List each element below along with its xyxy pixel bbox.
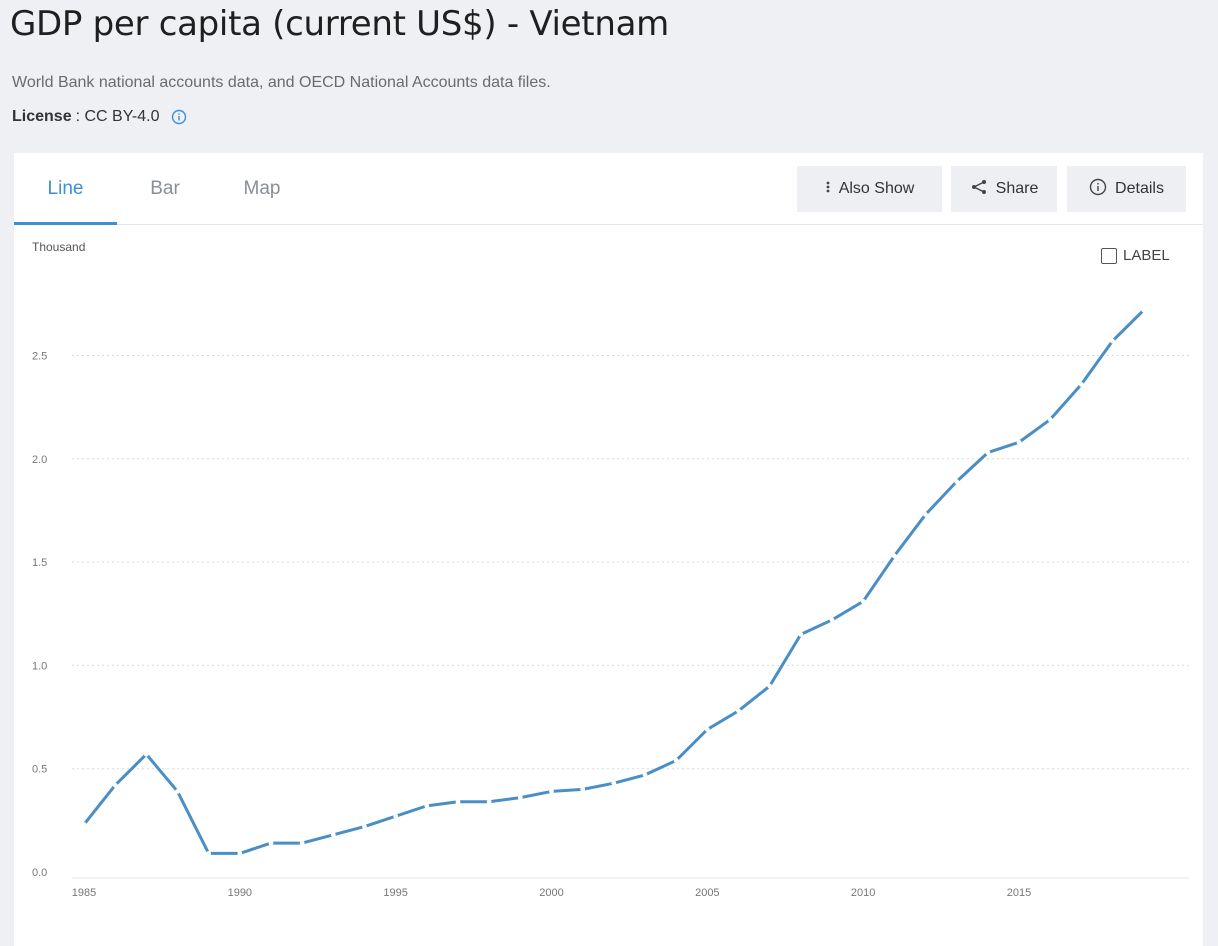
- license-label: License: [12, 108, 72, 126]
- chart-card: Line Bar Map Also Show: [14, 153, 1203, 946]
- x-tick-label: 2015: [1007, 887, 1031, 899]
- data-point: [580, 787, 585, 792]
- info-circle-icon[interactable]: [171, 109, 187, 125]
- data-point: [300, 841, 305, 846]
- data-point: [674, 758, 679, 763]
- data-point: [643, 772, 648, 777]
- data-point: [237, 851, 242, 856]
- data-point: [923, 512, 928, 517]
- page-title: GDP per capita (current US$) - Vietnam: [10, 4, 669, 44]
- series-line: [84, 310, 1144, 853]
- data-point: [518, 795, 523, 800]
- license-line: License : CC BY-4.0: [12, 108, 187, 126]
- data-point: [269, 841, 274, 846]
- y-tick-label: 1.0: [32, 660, 47, 672]
- x-tick-label: 2000: [539, 887, 563, 899]
- data-point: [705, 727, 710, 732]
- data-point: [331, 832, 336, 837]
- y-tick-label: 2.5: [32, 351, 47, 363]
- x-tick-label: 1985: [72, 887, 96, 899]
- data-point: [736, 708, 741, 713]
- data-point: [985, 450, 990, 455]
- data-point: [1017, 440, 1022, 445]
- x-tick-label: 1990: [228, 887, 252, 899]
- data-point: [1141, 308, 1146, 313]
- data-point: [82, 822, 87, 827]
- data-point: [1110, 339, 1115, 344]
- data-point: [362, 824, 367, 829]
- data-point: [175, 789, 180, 794]
- data-point: [456, 799, 461, 804]
- data-point: [954, 479, 959, 484]
- data-point: [798, 632, 803, 637]
- data-point: [113, 783, 118, 788]
- data-point: [144, 752, 149, 757]
- data-point: [611, 781, 616, 786]
- data-point: [487, 799, 492, 804]
- data-point: [861, 599, 866, 604]
- y-tick-label: 0.5: [32, 764, 47, 776]
- y-tick-label: 2.0: [32, 454, 47, 466]
- x-tick-label: 1995: [383, 887, 407, 899]
- data-point: [1079, 382, 1084, 387]
- y-tick-label: 1.5: [32, 557, 47, 569]
- data-point: [424, 803, 429, 808]
- data-point: [892, 554, 897, 559]
- x-tick-label: 2010: [851, 887, 875, 899]
- data-point: [767, 684, 772, 689]
- data-point: [830, 618, 835, 623]
- x-tick-label: 2005: [695, 887, 719, 899]
- data-point: [1048, 417, 1053, 422]
- y-tick-label: 0.0: [32, 867, 47, 879]
- source-note: World Bank national accounts data, and O…: [12, 74, 551, 92]
- data-point: [393, 814, 398, 819]
- data-point: [549, 789, 554, 794]
- data-point: [206, 851, 211, 856]
- license-value: : CC BY-4.0: [76, 108, 160, 126]
- line-chart: 0.0 0.5 1.0 1.5 2.0 2.5 1985 1990 1995 2000 2005 20…: [14, 153, 1203, 946]
